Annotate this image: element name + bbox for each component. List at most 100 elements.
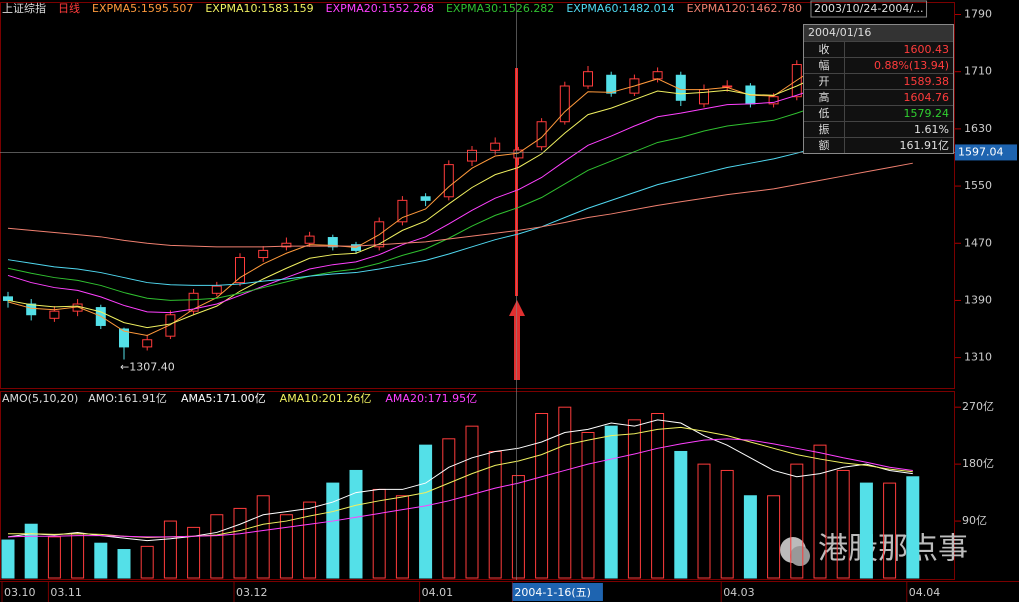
volume-bar [349, 469, 363, 579]
volume-bar [836, 469, 850, 579]
line-series [7, 419, 913, 542]
x-tick-label: 03.11 [50, 586, 82, 599]
candle-body [188, 292, 199, 312]
legend-entry: AMA20:171.95亿 [385, 392, 477, 405]
candle-body [211, 285, 222, 294]
x-tick-label: 04.03 [723, 586, 755, 599]
legend-entry: EXPMA5:1595.507 [92, 2, 193, 15]
candle-body [397, 199, 408, 223]
volume-bar [767, 495, 781, 579]
volume-bar [511, 475, 525, 579]
info-row: 幅 0.88%(13.94) [804, 57, 953, 73]
candle-body [559, 85, 570, 123]
x-tick-label: 04.04 [909, 586, 941, 599]
y-tick-label: 1470 [964, 236, 992, 249]
volume-bar [743, 495, 757, 579]
volume-bar [1, 539, 15, 579]
volume-bar [140, 545, 154, 579]
volume-bar [697, 463, 711, 579]
volume-bar [326, 482, 340, 579]
y-tick-label: 1390 [964, 293, 992, 306]
volume-bar [535, 413, 549, 579]
volume-bar [117, 549, 131, 579]
candle-body [583, 71, 593, 87]
candle-body [606, 74, 617, 94]
line-series [7, 76, 913, 301]
info-panel: 2004/01/16 收 1600.43 幅 0.88%(13.94) 开 1589.38… [803, 24, 954, 154]
volume-bar [24, 523, 38, 579]
volume-bar [279, 514, 293, 579]
x-tick-label: 03.12 [236, 586, 268, 599]
candle-body [467, 149, 477, 162]
candle-body [165, 314, 176, 337]
candle-body [258, 249, 269, 259]
info-label: 低 [804, 106, 845, 121]
info-row: 收 1600.43 [804, 41, 953, 57]
volume-bar [906, 476, 920, 579]
line-series [7, 438, 913, 538]
info-row: 开 1589.38 [804, 73, 953, 89]
candle-body [3, 296, 13, 301]
info-value: 0.88%(13.94) [873, 59, 949, 72]
y-tick-label: 1550 [964, 179, 992, 192]
legend-entry: EXPMA120:1462.780 [687, 2, 802, 15]
volume-title: AMO(5,10,20) [2, 392, 78, 405]
candle-body [119, 328, 129, 348]
volume-bar [187, 526, 201, 579]
volume-bar [395, 495, 409, 579]
line-series [7, 57, 913, 314]
candle-body [490, 142, 501, 151]
watermark: 港股那点事 [818, 532, 968, 567]
legend-entry: AMA5:171.00亿 [181, 392, 266, 405]
x-tick-label: 2004-1-16(五) [514, 586, 591, 599]
candle-body [235, 257, 245, 284]
info-label: 开 [804, 74, 845, 89]
info-label: 额 [804, 138, 845, 153]
info-row: 高 1604.76 [804, 89, 953, 105]
x-highlight [512, 583, 603, 601]
crosshair-label-box [955, 144, 1017, 161]
volume-bar [813, 444, 827, 579]
candle-body [281, 242, 292, 248]
volume-bar [651, 413, 665, 579]
volume-bar [303, 501, 317, 579]
volume-bar [790, 463, 804, 579]
line-series [7, 34, 913, 336]
legend-entry: EXPMA20:1552.268 [326, 2, 434, 15]
info-row: 振 1.61% [804, 121, 953, 137]
info-label: 高 [804, 90, 845, 105]
y-tick-label: 90亿 [962, 514, 987, 527]
info-label: 收 [804, 42, 845, 57]
volume-bar [604, 425, 618, 579]
y-tick-label: 180亿 [962, 457, 994, 470]
info-label: 幅 [804, 58, 845, 73]
info-value: 1600.43 [903, 43, 950, 56]
y-tick-label: 1310 [964, 351, 992, 364]
volume-bar [883, 482, 897, 579]
candle-body [722, 85, 733, 88]
candle-body [652, 71, 663, 80]
date-range: 2003/10/24-2004/... [814, 2, 924, 15]
candle-body [304, 235, 315, 244]
y-tick-label: 1710 [964, 65, 992, 78]
legend-entry: AMO:161.91亿 [88, 392, 167, 405]
wechat-icon [790, 546, 810, 566]
line-series [7, 162, 913, 248]
info-value: 1604.76 [903, 91, 950, 104]
info-value: 1579.24 [903, 107, 950, 120]
info-label: 振 [804, 122, 845, 137]
period: 日线 [58, 1, 80, 15]
volume-bar [558, 406, 572, 579]
y-tick-label: 1790 [964, 8, 992, 21]
volume-bar [465, 425, 479, 579]
candle-body [142, 339, 153, 348]
line-series [7, 43, 913, 329]
candle-body [768, 96, 779, 105]
y-tick-label: 270亿 [962, 400, 994, 413]
y-tick-label: 1630 [964, 122, 992, 135]
legend-entry: EXPMA10:1583.159 [205, 2, 313, 15]
low-annotation: ←1307.40 [120, 360, 175, 373]
x-tick-label: 04.01 [422, 586, 454, 599]
volume-bar [233, 507, 247, 579]
